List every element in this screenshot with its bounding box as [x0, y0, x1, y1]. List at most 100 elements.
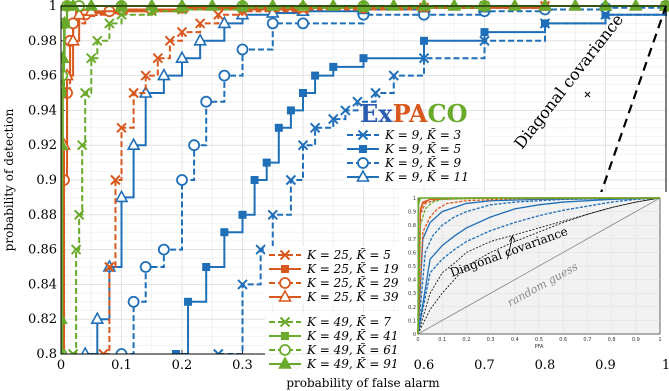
inset-x-tick: 0.8: [608, 337, 616, 343]
series-point-0: [255, 244, 266, 255]
series-point-1: [329, 62, 338, 71]
inset-x-label: PFA: [535, 344, 544, 350]
inset-series-11: [417, 197, 660, 335]
y-tick-label: 0.96: [28, 69, 57, 84]
series-point-2: [127, 295, 140, 308]
series-point-1: [250, 176, 259, 184]
inset-diag-curve-1: [417, 197, 661, 335]
legend-label: K = 9, K̃ = 3: [384, 127, 462, 142]
legend-marker: [357, 129, 369, 141]
series-point-11: [61, 50, 70, 63]
legend-marker: [281, 265, 289, 273]
series-point-0: [328, 113, 339, 125]
series-point-1: [171, 350, 180, 354]
series-line-4: [103, 5, 666, 354]
inset-series-0: [417, 197, 661, 335]
y-tick-label: 0.94: [28, 103, 57, 118]
inset-y-tick: 0.6: [408, 250, 416, 256]
series-point-0: [370, 87, 381, 99]
series-point-1: [274, 123, 283, 132]
legend-marker: [281, 332, 289, 340]
legend-marker: [279, 277, 291, 289]
x-tick-label: 1: [662, 358, 669, 373]
series-point-4: [140, 70, 151, 81]
series-point-11: [144, 0, 159, 11]
series-point-11: [507, 0, 522, 11]
inset-y-tick: 0.1: [408, 318, 416, 324]
series-point-1: [541, 19, 549, 28]
x-tick-label: 0.2: [172, 358, 193, 373]
series-point-4: [116, 122, 127, 134]
inset-x-tick: 0.5: [535, 337, 543, 343]
inset-y-tick: 0.7: [408, 237, 416, 243]
inset-arrow-head: [509, 235, 516, 242]
legend: K = 9, K̃ = 3K = 9, K̃ = 5K = 9, K̃ = 9K…: [265, 126, 483, 371]
series-point-4: [164, 35, 176, 47]
x-tick-label: 0.9: [595, 358, 616, 373]
series-point-2: [139, 261, 152, 273]
inset-x-tick: 0.3: [487, 337, 495, 343]
series-point-11: [628, 0, 643, 11]
legend-label: K = 49, K̃ = 41: [306, 328, 398, 343]
brand-pa: PA: [393, 99, 428, 128]
series-point-1: [184, 297, 193, 306]
series-point-11: [205, 0, 220, 11]
series-point-2: [266, 17, 279, 30]
series-point-2: [188, 139, 201, 152]
inset-y-tick: 0.5: [408, 264, 416, 270]
legend-label: K = 49, K̃ = 91: [306, 356, 398, 371]
inset-y-tick: 0.2: [408, 305, 416, 311]
series-point-11: [417, 0, 431, 11]
y-tick-label: 0.84: [28, 277, 57, 292]
legend-marker: [359, 145, 367, 153]
inset-series-1: [417, 197, 661, 335]
series-point-0: [267, 209, 278, 221]
series-point-2: [200, 95, 213, 108]
legend-label: K = 25, K̃ = 29: [306, 275, 399, 290]
inset-x-tick: 0: [416, 337, 419, 343]
series-point-11: [598, 0, 613, 11]
series-point-3: [156, 67, 171, 81]
series-point-1: [220, 228, 229, 237]
series-point-4: [152, 52, 164, 64]
inset-series-4: [417, 197, 661, 335]
inset-x-tick: 0.6: [559, 337, 567, 343]
series-line-1: [175, 6, 667, 354]
series-point-3: [193, 33, 208, 46]
series-point-7: [66, 33, 80, 46]
series-point-2: [236, 43, 249, 56]
series-point-4: [194, 18, 206, 29]
series-point-11: [84, 0, 99, 11]
inset-series-3: [417, 197, 661, 335]
brand-logo: ExPACO: [360, 99, 468, 128]
legend-marker: [279, 344, 291, 356]
series-point-8: [104, 18, 115, 29]
legend-marker: [279, 249, 291, 261]
inset-arrow: [507, 235, 513, 260]
series-point-3: [175, 50, 189, 63]
series-point-4: [128, 87, 139, 99]
inset-x-tick: 0.4: [511, 337, 519, 343]
series-point-11: [66, 0, 80, 11]
series-point-1: [262, 158, 271, 167]
y-tick-label: 0.82: [28, 312, 57, 327]
series-point-4: [110, 174, 121, 186]
series-point-8: [76, 139, 88, 151]
y-tick-label: 0.92: [28, 138, 57, 153]
series-point-2: [297, 17, 309, 30]
series-point-11: [538, 0, 552, 11]
inset-diag-curve-0: [417, 197, 661, 335]
series-point-3: [114, 189, 129, 203]
y-tick-label: 0.8: [36, 347, 57, 362]
legend-label: K = 9, K̃ = 11: [384, 169, 469, 184]
legend-marker: [278, 289, 292, 302]
series-point-11: [477, 0, 492, 11]
x-axis-label: probability of false alarm: [286, 376, 440, 390]
x-tick-label: 0.7: [474, 358, 495, 373]
inset-random-line: [417, 197, 661, 335]
legend-marker: [356, 169, 370, 182]
inset-x-tick: 0.2: [462, 337, 470, 343]
diag-arrow: [584, 91, 591, 98]
inset-y-tick: 0.9: [408, 210, 416, 216]
series-point-2: [218, 69, 231, 82]
